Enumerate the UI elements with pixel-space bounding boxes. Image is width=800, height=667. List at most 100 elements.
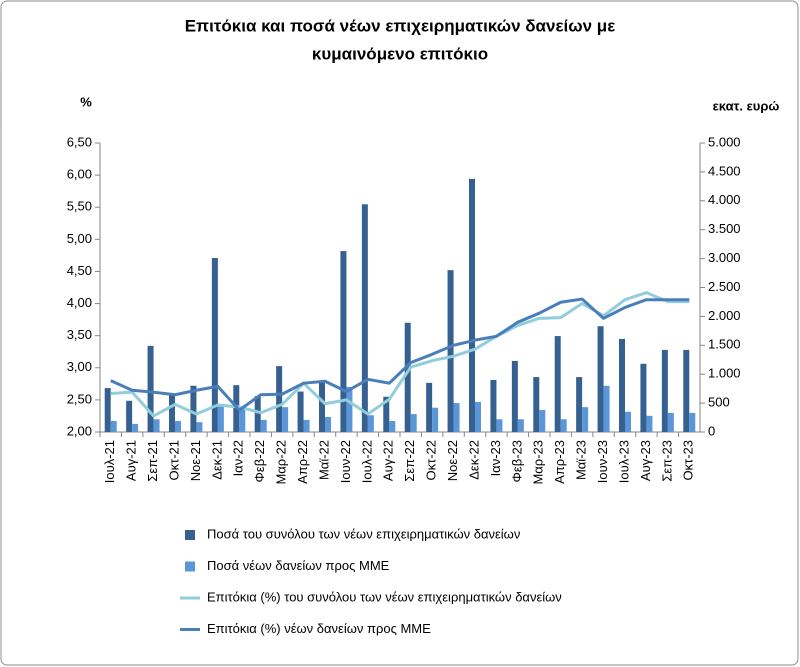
y2-tick-label: 4.500	[708, 163, 741, 178]
legend-label: Επιτόκια (%) του συνόλου των νέων επιχει…	[207, 589, 562, 604]
y2-tick-label: 500	[708, 395, 730, 410]
x-tick-label: Ιαν-23	[488, 440, 503, 476]
bar	[496, 419, 503, 432]
bar	[303, 419, 310, 432]
bar	[260, 419, 267, 432]
bar	[276, 366, 283, 432]
bar	[554, 336, 561, 432]
bar	[367, 415, 374, 432]
x-tick-label: Απρ-23	[552, 440, 567, 484]
bar	[426, 382, 433, 432]
x-tick-label: Ιαν-22	[231, 440, 246, 476]
bar	[340, 251, 347, 432]
y-tick-label: 2,00	[67, 423, 92, 438]
bar	[453, 403, 460, 432]
y2-tick-label: 1.000	[708, 366, 741, 381]
x-tick-label: Δεκ-22	[466, 440, 481, 480]
y2-tick-label: 1.500	[708, 337, 741, 352]
y2-tick-label: 2.500	[708, 279, 741, 294]
x-tick-label: Σεπ-21	[145, 440, 160, 482]
x-tick-label: Δεκ-21	[209, 440, 224, 480]
y-tick-label: 3,50	[67, 327, 92, 342]
y-axis-label: %	[80, 94, 92, 109]
y-tick-label: 5,50	[67, 199, 92, 214]
x-tick-label: Μαϊ-23	[574, 440, 589, 480]
x-tick-label: Οκτ-23	[681, 440, 696, 481]
x-tick-label: Ιουλ-23	[616, 440, 631, 483]
x-tick-label: Νοε-22	[445, 440, 460, 481]
x-tick-label: Σεπ-22	[402, 440, 417, 482]
bar	[603, 385, 610, 432]
bar	[683, 349, 690, 432]
bar	[282, 407, 289, 432]
legend-label: Επιτόκια (%) νέων δανείων προς ΜΜΕ	[207, 621, 431, 636]
bar	[576, 377, 583, 432]
x-tick-label: Ιουλ-22	[359, 440, 374, 483]
y2-tick-label: 5.000	[708, 134, 741, 149]
bar	[239, 407, 246, 432]
bar	[169, 395, 175, 432]
x-tick-label: Νοε-21	[188, 440, 203, 481]
y2-axis-label: εκατ. ευρώ	[713, 98, 780, 113]
legend-swatch	[185, 561, 195, 572]
x-tick-label: Μαρ-22	[274, 440, 289, 485]
bar	[319, 382, 325, 432]
bar	[661, 349, 668, 432]
bar	[254, 396, 261, 432]
bar	[619, 338, 625, 432]
bar	[475, 401, 481, 432]
bar	[104, 388, 111, 432]
x-tick-label: Φεβ-23	[509, 440, 524, 482]
legend-label: Ποσά του συνόλου των νέων επιχειρηματικώ…	[207, 526, 520, 541]
y-tick-label: 4,00	[67, 295, 92, 310]
y2-tick-label: 4.000	[708, 192, 741, 207]
bar	[132, 423, 139, 432]
bar	[432, 407, 439, 432]
bar	[689, 412, 696, 432]
bar	[153, 419, 160, 432]
bar	[325, 416, 331, 432]
bar	[175, 421, 181, 432]
bar	[539, 410, 546, 432]
x-tick-label: Μαϊ-22	[316, 440, 331, 480]
bar	[211, 258, 218, 432]
bar	[490, 379, 497, 432]
y-tick-label: 4,50	[67, 263, 92, 278]
x-tick-label: Αυγ-23	[638, 440, 653, 481]
x-tick-label: Ιουν-23	[595, 440, 610, 483]
bar	[383, 396, 390, 432]
x-tick-label: Ιουλ-21	[102, 440, 117, 483]
bar	[126, 400, 133, 432]
bar	[582, 407, 589, 432]
bar	[190, 385, 197, 432]
y2-tick-label: 3.500	[708, 221, 741, 236]
bar	[404, 322, 411, 432]
bar	[667, 412, 674, 432]
legend-label: Ποσά νέων δανείων προς ΜΜΕ	[207, 558, 390, 573]
y-tick-label: 5,00	[67, 231, 92, 246]
x-tick-label: Σεπ-23	[659, 440, 674, 482]
bar	[447, 270, 454, 432]
chart-title: Επιτόκια και ποσά νέων επιχειρηματικών δ…	[185, 16, 616, 35]
bar	[533, 377, 540, 432]
bar	[597, 326, 604, 432]
bar	[147, 345, 154, 432]
bar	[517, 419, 524, 432]
bar	[511, 360, 518, 432]
x-tick-label: Απρ-22	[295, 440, 310, 484]
x-tick-label: Αυγ-22	[381, 440, 396, 481]
x-tick-label: Αυγ-21	[124, 440, 139, 481]
bar	[217, 404, 224, 432]
y-tick-label: 2,50	[67, 391, 92, 406]
bar	[196, 422, 203, 432]
bar	[469, 178, 475, 432]
bar	[640, 363, 647, 432]
chart-title: κυμαινόμενο επιτόκιο	[312, 44, 488, 63]
x-tick-label: Μαρ-23	[531, 440, 546, 485]
y-tick-label: 6,00	[67, 167, 92, 182]
y-tick-label: 3,00	[67, 359, 92, 374]
bar	[560, 419, 567, 432]
bar	[346, 386, 353, 432]
